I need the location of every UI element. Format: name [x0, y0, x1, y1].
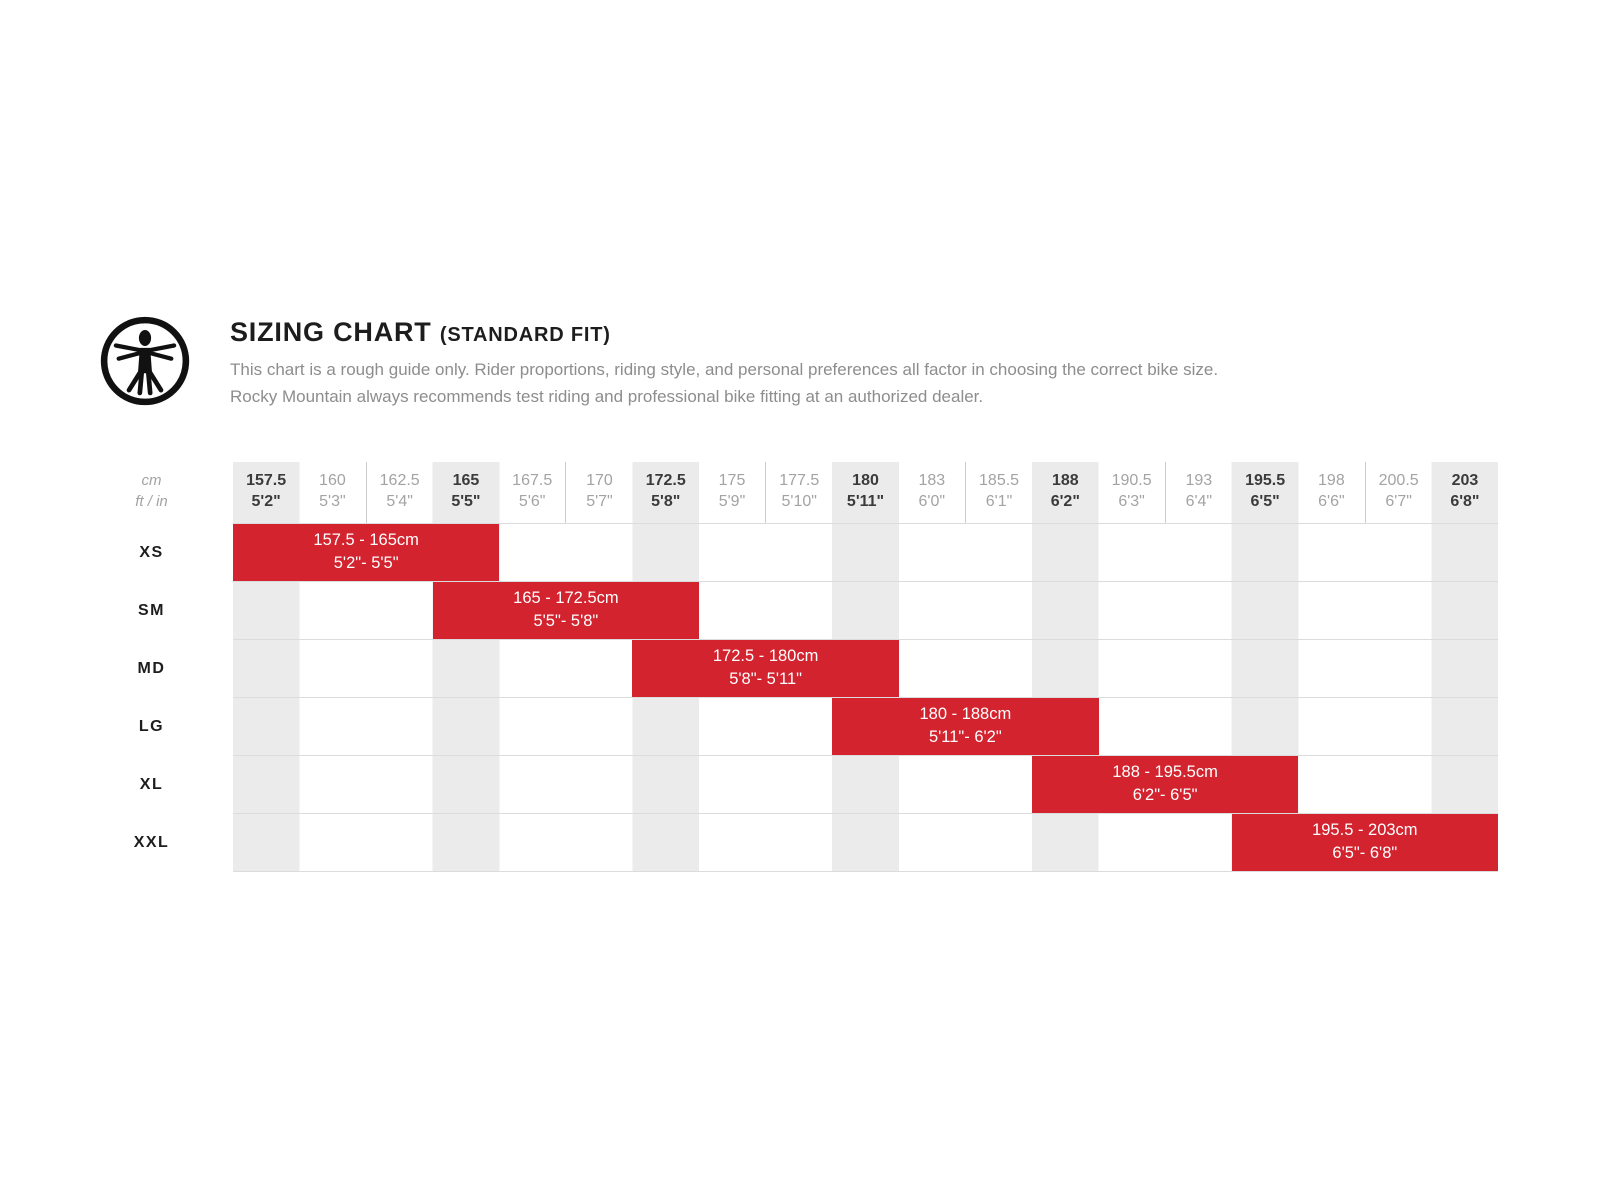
column-header: 190.5 6'3" [1111, 472, 1152, 510]
row-label-lg: LG [138, 718, 165, 735]
column-header: 203 6'8" [1450, 472, 1480, 510]
column-header: 185.5 6'1" [964, 462, 1032, 523]
column-header: 160 5'3" [319, 472, 346, 510]
height-axis-header: 157.5 5'2" 160 5'3" 162.5 5'4" 165 5'5" 167.… [233, 462, 1498, 524]
column-header: 165 5'5" [451, 472, 481, 510]
unit-ftin-label: ft / in [135, 493, 168, 510]
column-header: 157.5 5'2" [246, 472, 287, 510]
sizing-chart: cm ft / in XS SM MD LG XL XXL 157.5 5'2" … [100, 462, 1498, 872]
size-row-lg: 180 - 188cm 5'11"- 6'2" [233, 698, 1498, 756]
size-row-sm: 165 - 172.5cm 5'5"- 5'8" [233, 582, 1498, 640]
row-label-md: MD [137, 660, 166, 677]
chart-header: SIZING CHART (STANDARD FIT) This chart i… [98, 314, 1218, 410]
column-header: 195.5 6'5" [1245, 472, 1286, 510]
description-line-1: This chart is a rough guide only. Rider … [230, 360, 1219, 379]
size-bar-xl: 188 - 195.5cm 6'2"- 6'5" [1031, 756, 1299, 813]
page-title: SIZING CHART [230, 317, 432, 347]
size-bar-xs: 157.5 - 165cm 5'2"- 5'5" [233, 524, 500, 581]
unit-labels: cm ft / in [100, 462, 233, 524]
row-label-xxl: XXL [133, 834, 170, 851]
row-labels-column: cm ft / in XS SM MD LG XL XXL [100, 462, 233, 872]
column-header: 177.5 5'10" [765, 462, 832, 523]
column-header: 200.5 6'7" [1364, 462, 1432, 523]
unit-cm-label: cm [141, 472, 162, 489]
size-row-xl: 188 - 195.5cm 6'2"- 6'5" [233, 756, 1498, 814]
size-bar-md: 172.5 - 180cm 5'8"- 5'11" [632, 640, 899, 697]
column-header: 193 6'4" [1164, 462, 1232, 523]
column-header: 188 6'2" [1050, 472, 1080, 510]
vitruvian-man-icon [98, 314, 192, 408]
header-text: SIZING CHART (STANDARD FIT) This chart i… [230, 314, 1218, 410]
description-line-2: Rocky Mountain always recommends test ri… [230, 386, 984, 406]
column-header: 167.5 5'6" [512, 472, 553, 510]
size-bar-lg: 180 - 188cm 5'11"- 6'2" [832, 698, 1099, 755]
column-header: 183 6'0" [918, 472, 946, 510]
column-header: 175 5'9" [718, 472, 746, 510]
size-row-xxl: 195.5 - 203cm 6'5"- 6'8" [233, 814, 1498, 872]
page-subtitle: (STANDARD FIT) [439, 324, 611, 346]
chart-plot-area: 157.5 5'2" 160 5'3" 162.5 5'4" 165 5'5" 167.… [233, 462, 1498, 872]
column-header: 172.5 5'8" [645, 472, 686, 510]
size-row-md: 172.5 - 180cm 5'8"- 5'11" [233, 640, 1498, 698]
column-header: 170 5'7" [565, 462, 632, 523]
row-label-xs: XS [139, 544, 164, 561]
column-header: 180 5'11" [846, 472, 885, 510]
column-header: 198 6'6" [1318, 472, 1345, 510]
size-row-xs: 157.5 - 165cm 5'2"- 5'5" [233, 524, 1498, 582]
size-bar-sm: 165 - 172.5cm 5'5"- 5'8" [432, 582, 700, 639]
row-label-sm: SM [138, 602, 165, 619]
column-header: 162.5 5'4" [365, 462, 433, 523]
row-label-xl: XL [139, 776, 164, 793]
size-bar-xxl: 195.5 - 203cm 6'5"- 6'8" [1231, 814, 1498, 871]
